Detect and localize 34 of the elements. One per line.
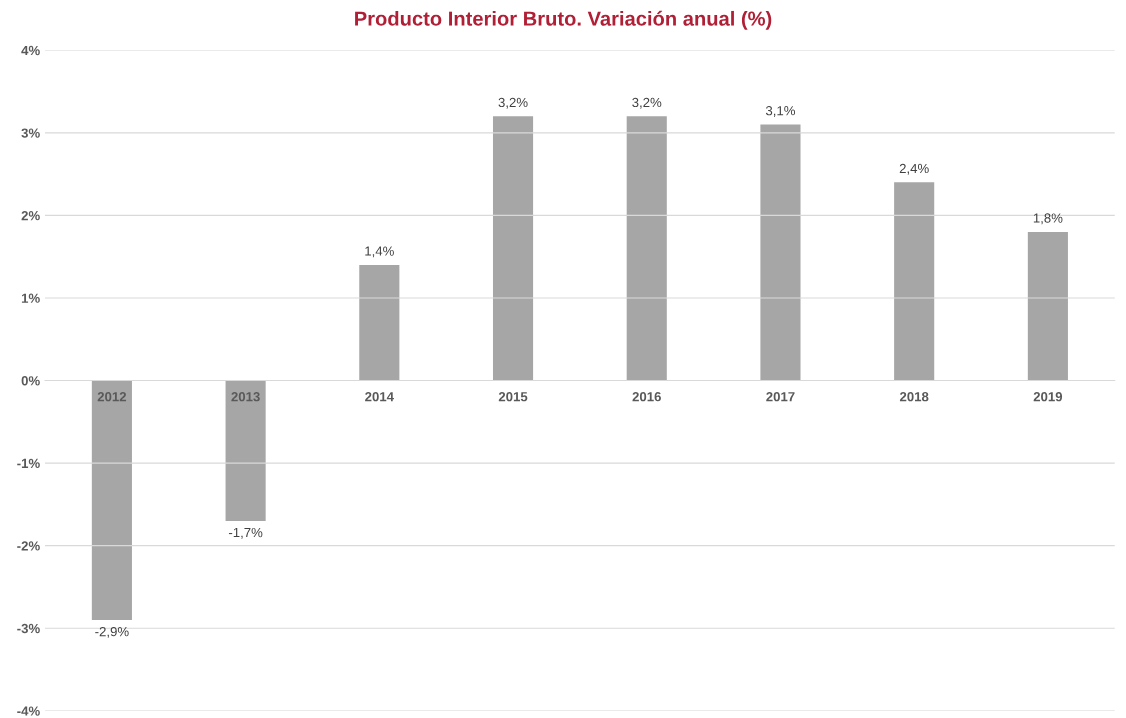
- y-tick-label: 4%: [21, 45, 40, 56]
- y-tick-label: -3%: [17, 623, 40, 634]
- data-label: -2,9%: [95, 626, 129, 638]
- y-tick-label: 0%: [21, 376, 40, 386]
- data-label: 1,8%: [1033, 213, 1063, 225]
- x-tick-label: 2014: [365, 392, 394, 402]
- bar: [1027, 231, 1068, 381]
- x-tick-label: 2015: [498, 392, 528, 402]
- y-tick-label: 3%: [21, 128, 40, 138]
- bar: [894, 182, 935, 381]
- bar: [626, 116, 667, 381]
- y-tick-label: -2%: [17, 541, 40, 551]
- data-label: 2,4%: [899, 163, 929, 175]
- bar: [359, 264, 400, 381]
- data-label: -1,7%: [228, 527, 263, 539]
- x-tick-label: 2012: [97, 392, 127, 402]
- y-tick-label: -1%: [17, 458, 40, 468]
- bar: [492, 116, 534, 381]
- y-tick-label: -4%: [17, 706, 40, 716]
- y-tick-label: 2%: [21, 210, 40, 221]
- bar: [91, 380, 132, 620]
- x-tick-label: 2013: [231, 392, 260, 402]
- x-tick-label: 2019: [1033, 392, 1063, 402]
- y-tick-label: 1%: [21, 293, 40, 303]
- data-label: 3,2%: [498, 97, 528, 109]
- x-tick-label: 2017: [766, 392, 795, 402]
- bar: [760, 124, 801, 381]
- data-label: 3,2%: [632, 97, 662, 109]
- x-tick-label: 2016: [632, 392, 661, 402]
- x-tick-label: 2018: [899, 392, 929, 402]
- chart-title: Producto Interior Bruto. Variación anual (%): [355, 10, 772, 30]
- data-label: 1,4%: [365, 246, 394, 258]
- bar: [225, 380, 266, 521]
- data-label: 3,1%: [765, 106, 796, 117]
